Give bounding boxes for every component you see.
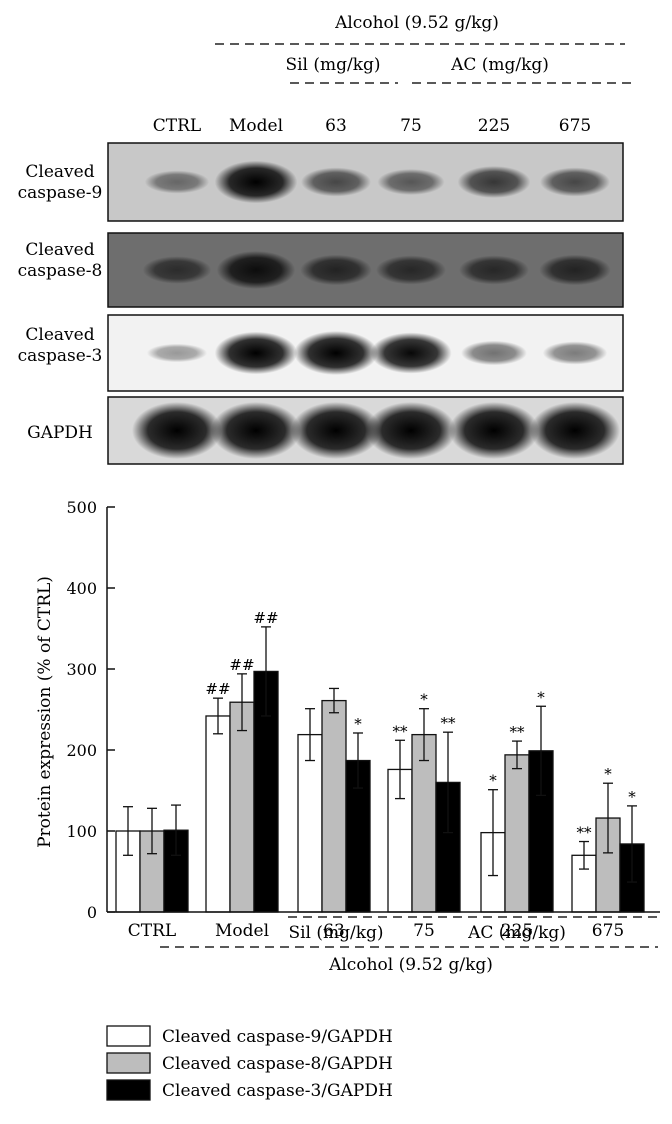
x-tick-label: 675	[592, 921, 624, 941]
legend-swatch	[106, 1025, 151, 1047]
chart-ac-label: AC (mg/kg)	[467, 923, 566, 943]
blot-header: Alcohol (9.52 g/kg) Sil (mg/kg) AC (mg/k…	[215, 13, 632, 84]
legend-item: Cleaved caspase-3/GAPDH	[106, 1079, 393, 1101]
legend-label: Cleaved caspase-9/GAPDH	[162, 1027, 393, 1047]
significance-label: *	[604, 765, 612, 783]
significance-label: *	[537, 688, 545, 706]
significance-label: **	[510, 723, 526, 741]
significance-label: **	[393, 722, 409, 740]
significance-label: *	[489, 772, 497, 790]
blot-band	[214, 331, 298, 375]
x-tick-label: 225	[501, 921, 533, 941]
blot-lane-label: CTRL	[153, 116, 201, 136]
blot-band	[300, 254, 372, 286]
significance-label: *	[420, 691, 428, 709]
blot-band	[142, 256, 212, 284]
blot-sil-label: Sil (mg/kg)	[285, 55, 380, 75]
blot-row-label: GAPDH	[27, 423, 93, 443]
y-axis: 0 100 200 300 400 500	[66, 498, 115, 922]
blot-row-label: Cleaved	[25, 240, 94, 260]
bar	[229, 701, 255, 913]
y-tick-label: 500	[66, 498, 97, 517]
blot-band	[370, 332, 452, 374]
y-tick-label: 0	[87, 903, 97, 922]
blot-lane-label: 63	[325, 116, 347, 136]
blot-band	[211, 402, 301, 459]
blot-band	[461, 340, 527, 366]
blot-rows: Cleavedcaspase-9Cleavedcaspase-8Cleavedc…	[18, 142, 624, 465]
blot-alcohol-label: Alcohol (9.52 g/kg)	[334, 13, 499, 33]
blot-lane-label: 225	[478, 116, 510, 136]
blot-row-label: caspase-8	[18, 261, 103, 281]
blot-band	[376, 255, 446, 285]
blot-band	[377, 169, 445, 195]
blot-row-label: caspase-3	[18, 346, 103, 366]
y-tick-label: 400	[66, 579, 97, 598]
blot-band	[542, 341, 608, 365]
legend-swatch	[106, 1052, 151, 1074]
x-axis: CTRL Model 63 75 225 675	[107, 911, 660, 941]
bar-chart: 0 100 200 300 400 500 Protein expression (% o…	[35, 498, 660, 975]
blot-lane-label: 75	[400, 116, 422, 136]
x-tick-label: CTRL	[128, 921, 176, 941]
bar	[321, 699, 347, 913]
x-tick-label: Model	[215, 921, 269, 941]
chart-sil-label: Sil (mg/kg)	[288, 923, 383, 943]
legend-label: Cleaved caspase-8/GAPDH	[162, 1054, 393, 1074]
legend-item: Cleaved caspase-8/GAPDH	[106, 1052, 393, 1074]
blot-band	[457, 166, 531, 198]
blot-row-label: caspase-9	[18, 183, 103, 203]
blot-band	[294, 331, 378, 375]
significance-label: ##	[205, 680, 230, 698]
blot-band	[539, 254, 611, 286]
blot-band	[449, 402, 539, 459]
blot-row-label: Cleaved	[25, 162, 94, 182]
chart-group-labels: Sil (mg/kg) AC (mg/kg) Alcohol (9.52 g/k…	[160, 916, 658, 975]
blot-band	[132, 402, 222, 459]
blot-lane-label: Model	[229, 116, 283, 136]
bar	[504, 754, 530, 913]
blot-band	[216, 251, 296, 289]
y-tick-label: 200	[66, 741, 97, 760]
blot-band	[291, 402, 381, 459]
significance-label: **	[441, 714, 457, 732]
significance-label: **	[577, 824, 593, 842]
blot-band	[540, 167, 610, 197]
blot-lane-labels: CTRL Model 63 75 225 675	[153, 116, 591, 136]
blot-band	[214, 160, 298, 204]
blot-ac-label: AC (mg/kg)	[450, 55, 549, 75]
bar	[297, 733, 323, 913]
blot-band	[366, 402, 456, 459]
significance-label: *	[628, 788, 636, 806]
y-axis-label: Protein expression (% of CTRL)	[35, 576, 55, 848]
bars: ##*****##****##* ****	[115, 609, 645, 913]
blot-band	[144, 170, 210, 194]
x-tick-label: 63	[323, 921, 345, 941]
legend-swatch	[106, 1079, 151, 1101]
blot-band	[459, 255, 529, 285]
bar	[411, 733, 437, 913]
blot-row: GAPDH	[27, 396, 624, 465]
legend-item: Cleaved caspase-9/GAPDH	[106, 1025, 393, 1047]
blot-band	[301, 167, 371, 197]
blot-band	[146, 343, 208, 363]
blot-row-label: Cleaved	[25, 325, 94, 345]
blot-band	[530, 402, 620, 459]
chart-alcohol-label: Alcohol (9.52 g/kg)	[328, 955, 493, 975]
legend: Cleaved caspase-9/GAPDH Cleaved caspase-8…	[106, 1025, 393, 1101]
bar	[205, 715, 231, 913]
significance-label: ##	[253, 609, 278, 627]
y-tick-label: 100	[66, 822, 97, 841]
significance-label: *	[354, 715, 362, 733]
significance-label: ##	[229, 656, 254, 674]
legend-label: Cleaved caspase-3/GAPDH	[162, 1081, 393, 1101]
y-tick-label: 300	[66, 660, 97, 679]
blot-lane-label: 675	[559, 116, 591, 136]
x-tick-label: 75	[413, 921, 435, 941]
